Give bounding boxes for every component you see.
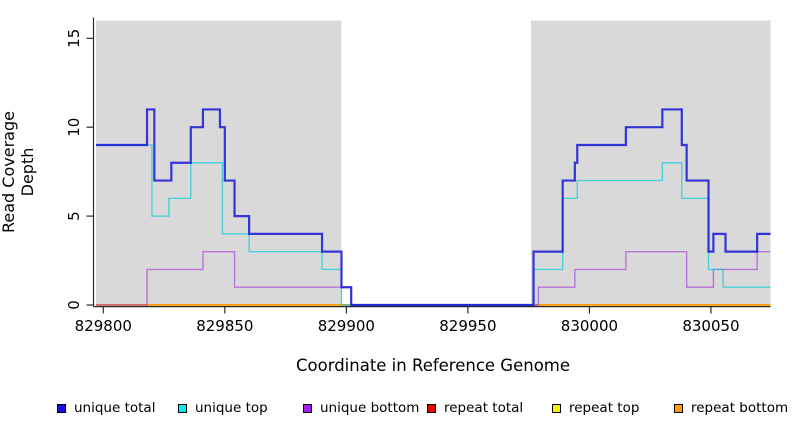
x-tick-label: 829900 <box>318 317 375 335</box>
coverage-plot: 0 5 10 15 829800 829850 829900 829950 830000 8300… <box>65 17 771 335</box>
x-tick-label: 829800 <box>75 317 132 335</box>
x-tick-label: 830000 <box>561 317 618 335</box>
series-unique-bottom <box>96 250 771 306</box>
x-tick-label: 830050 <box>682 317 739 335</box>
legend-swatch-unique-top <box>178 403 187 413</box>
legend-item-repeat-bottom: repeat bottom <box>674 399 788 417</box>
shaded-region <box>531 20 771 306</box>
series-unique-total <box>96 108 771 307</box>
x-tick-label: 829850 <box>196 317 253 335</box>
legend-swatch-repeat-total <box>427 403 436 413</box>
legend-swatch-repeat-top <box>552 403 561 413</box>
legend-label-unique-total: unique total <box>74 400 156 416</box>
y-axis-title: Read Coverage Depth <box>0 111 37 233</box>
y-tick-label: 0 <box>65 300 83 310</box>
legend-label-repeat-top: repeat top <box>569 400 640 416</box>
legend-item-unique-bottom: unique bottom <box>303 399 419 417</box>
legend-swatch-unique-total <box>57 403 66 413</box>
y-tick-label: 5 <box>65 211 83 221</box>
y-tick-label: 10 <box>65 118 83 137</box>
legend: unique total unique top unique bottom repea… <box>0 399 792 421</box>
legend-swatch-unique-bottom <box>303 403 312 413</box>
legend-item-repeat-top: repeat top <box>552 399 639 417</box>
legend-label-unique-bottom: unique bottom <box>320 400 420 416</box>
y-tick-label: 15 <box>65 29 83 48</box>
legend-item-unique-total: unique total <box>57 399 155 417</box>
legend-item-repeat-total: repeat total <box>427 399 523 417</box>
legend-label-unique-top: unique top <box>195 400 268 416</box>
x-tick-label: 829950 <box>439 317 496 335</box>
x-axis-title: Coordinate in Reference Genome <box>295 356 571 375</box>
legend-item-unique-top: unique top <box>178 399 268 417</box>
legend-label-repeat-bottom: repeat bottom <box>691 400 789 416</box>
legend-swatch-repeat-bottom <box>674 403 683 413</box>
legend-label-repeat-total: repeat total <box>444 400 524 416</box>
